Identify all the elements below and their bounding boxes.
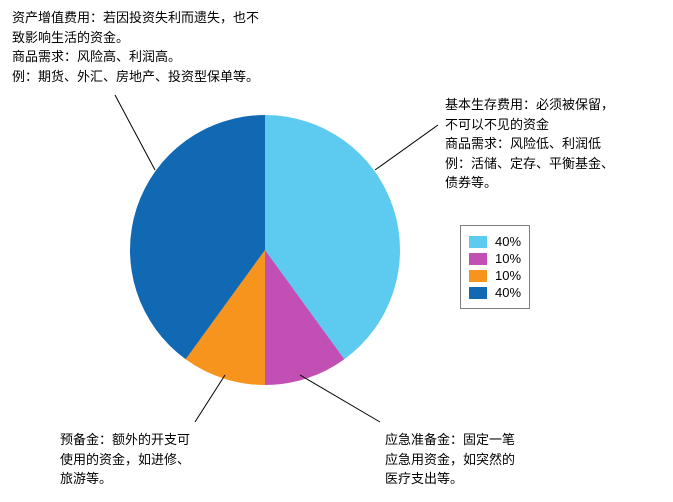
legend-item: 40% [469, 285, 521, 300]
slice-label-growth: 资产增值费用：若因投资失利而遗失，也不 致影响生活的资金。 商品需求：风险高、利… [12, 8, 259, 86]
legend-swatch [469, 287, 487, 299]
legend-item: 10% [469, 251, 521, 266]
legend-swatch [469, 236, 487, 248]
legend-item: 40% [469, 234, 521, 249]
leader-line-emerg [300, 375, 380, 422]
legend-text: 10% [495, 268, 521, 283]
legend-text: 40% [495, 285, 521, 300]
legend-swatch [469, 270, 487, 282]
legend-text: 10% [495, 251, 521, 266]
leader-line-growth [115, 95, 155, 170]
legend-swatch [469, 253, 487, 265]
slice-label-basic: 基本生存费用：必须被保留， 不可以不见的资金 商品需求：风险低、利润低 例：活储… [445, 95, 614, 193]
slice-label-emerg: 应急准备金：固定一笔 应急用资金，如突然的 医疗支出等。 [385, 430, 515, 489]
leader-line-basic [375, 125, 438, 170]
leader-line-reserve [195, 375, 225, 422]
slice-label-reserve: 预备金：额外的开支可 使用的资金，如进修、 旅游等。 [60, 430, 190, 489]
legend: 40% 10% 10% 40% [460, 225, 530, 309]
legend-text: 40% [495, 234, 521, 249]
legend-item: 10% [469, 268, 521, 283]
